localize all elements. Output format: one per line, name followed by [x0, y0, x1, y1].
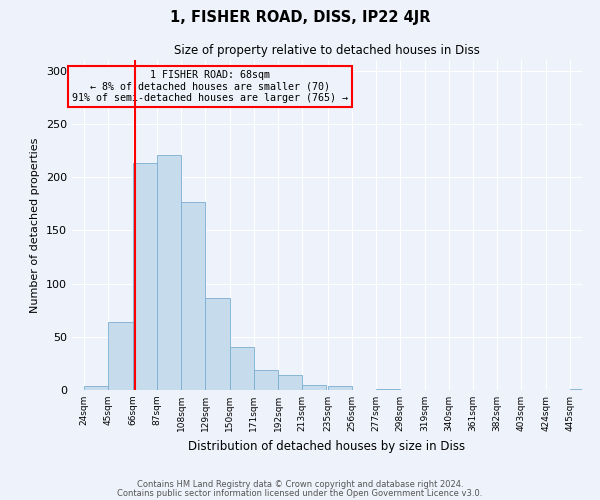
Bar: [570, 389, 594, 390]
Bar: [376, 389, 400, 390]
Bar: [133, 164, 157, 390]
Text: 1 FISHER ROAD: 68sqm
← 8% of detached houses are smaller (70)
91% of semi-detach: 1 FISHER ROAD: 68sqm ← 8% of detached ho…: [72, 70, 348, 103]
Bar: [157, 154, 181, 390]
Bar: [181, 202, 205, 390]
Bar: [254, 370, 278, 390]
Bar: [302, 384, 326, 390]
Title: Size of property relative to detached houses in Diss: Size of property relative to detached ho…: [174, 44, 480, 58]
Text: Contains public sector information licensed under the Open Government Licence v3: Contains public sector information licen…: [118, 489, 482, 498]
Bar: [278, 375, 302, 390]
X-axis label: Distribution of detached houses by size in Diss: Distribution of detached houses by size …: [188, 440, 466, 452]
Y-axis label: Number of detached properties: Number of detached properties: [31, 138, 40, 312]
Bar: [84, 386, 109, 390]
Bar: [205, 298, 229, 390]
Bar: [109, 322, 133, 390]
Text: Contains HM Land Registry data © Crown copyright and database right 2024.: Contains HM Land Registry data © Crown c…: [137, 480, 463, 489]
Bar: [229, 348, 254, 390]
Text: 1, FISHER ROAD, DISS, IP22 4JR: 1, FISHER ROAD, DISS, IP22 4JR: [170, 10, 430, 25]
Bar: [328, 386, 352, 390]
